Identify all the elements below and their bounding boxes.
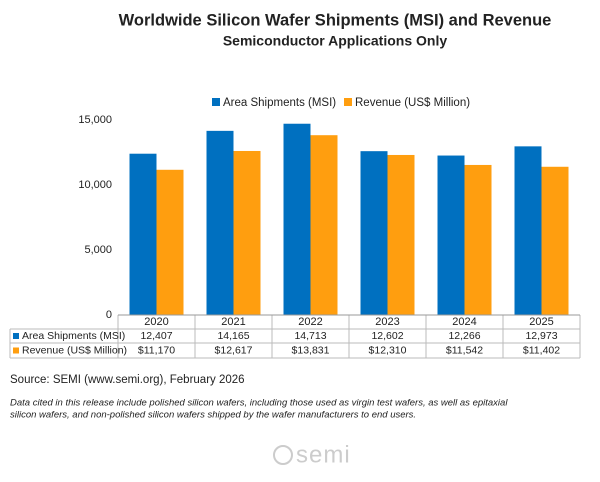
table-value: 14,713 <box>294 330 326 342</box>
x-tick-label: 2022 <box>298 316 322 328</box>
y-tick-label: 15,000 <box>78 114 112 126</box>
table-value: 12,266 <box>448 330 480 342</box>
table-row-label: Area Shipments (MSI) <box>22 330 125 342</box>
bar <box>156 169 184 315</box>
legend-label: Area Shipments (MSI) <box>223 97 336 109</box>
note-line: silicon wafers, and non-polished silicon… <box>10 410 416 421</box>
bar <box>387 154 415 315</box>
y-tick-label: 10,000 <box>78 179 112 191</box>
table-value: $11,402 <box>523 344 560 356</box>
x-tick-label: 2020 <box>144 316 168 328</box>
x-tick-label: 2025 <box>529 316 553 328</box>
table-row-label: Revenue (US$ Million) <box>22 344 127 356</box>
table-value: $12,310 <box>369 344 407 356</box>
y-tick-label: 0 <box>106 309 112 321</box>
table-value: $11,542 <box>446 344 483 356</box>
x-tick-label: 2023 <box>375 316 399 328</box>
table-swatch <box>13 347 19 354</box>
bar <box>360 151 388 315</box>
chart-title: Worldwide Silicon Wafer Shipments (MSI) … <box>119 11 552 29</box>
logo: semi <box>296 441 351 468</box>
chart-subtitle: Semiconductor Applications Only <box>223 33 448 49</box>
bar <box>464 164 492 315</box>
bar <box>283 123 311 315</box>
legend-swatch <box>212 98 220 106</box>
table-value: $12,617 <box>215 344 253 356</box>
note-line: Data cited in this release include polis… <box>10 398 508 409</box>
table-value: 14,165 <box>217 330 249 342</box>
x-tick-label: 2024 <box>452 316 476 328</box>
table-value: $11,170 <box>138 344 175 356</box>
bar <box>310 135 338 315</box>
logo-mark <box>273 445 293 465</box>
source: Source: SEMI (www.semi.org), February 20… <box>10 374 245 386</box>
table-swatch <box>13 333 19 339</box>
table-value: 12,602 <box>371 330 403 342</box>
table-value: $13,831 <box>292 344 330 356</box>
table-value: 12,973 <box>525 330 557 342</box>
legend-label: Revenue (US$ Million) <box>355 97 470 109</box>
bar <box>206 130 234 315</box>
y-tick-label: 5,000 <box>84 244 112 256</box>
x-tick-label: 2021 <box>221 316 245 328</box>
bar <box>129 153 157 315</box>
legend-swatch <box>344 98 352 106</box>
bar <box>437 155 465 315</box>
bar <box>514 146 542 315</box>
bar <box>541 166 569 315</box>
table-value: 12,407 <box>140 330 172 342</box>
bar <box>233 150 261 315</box>
